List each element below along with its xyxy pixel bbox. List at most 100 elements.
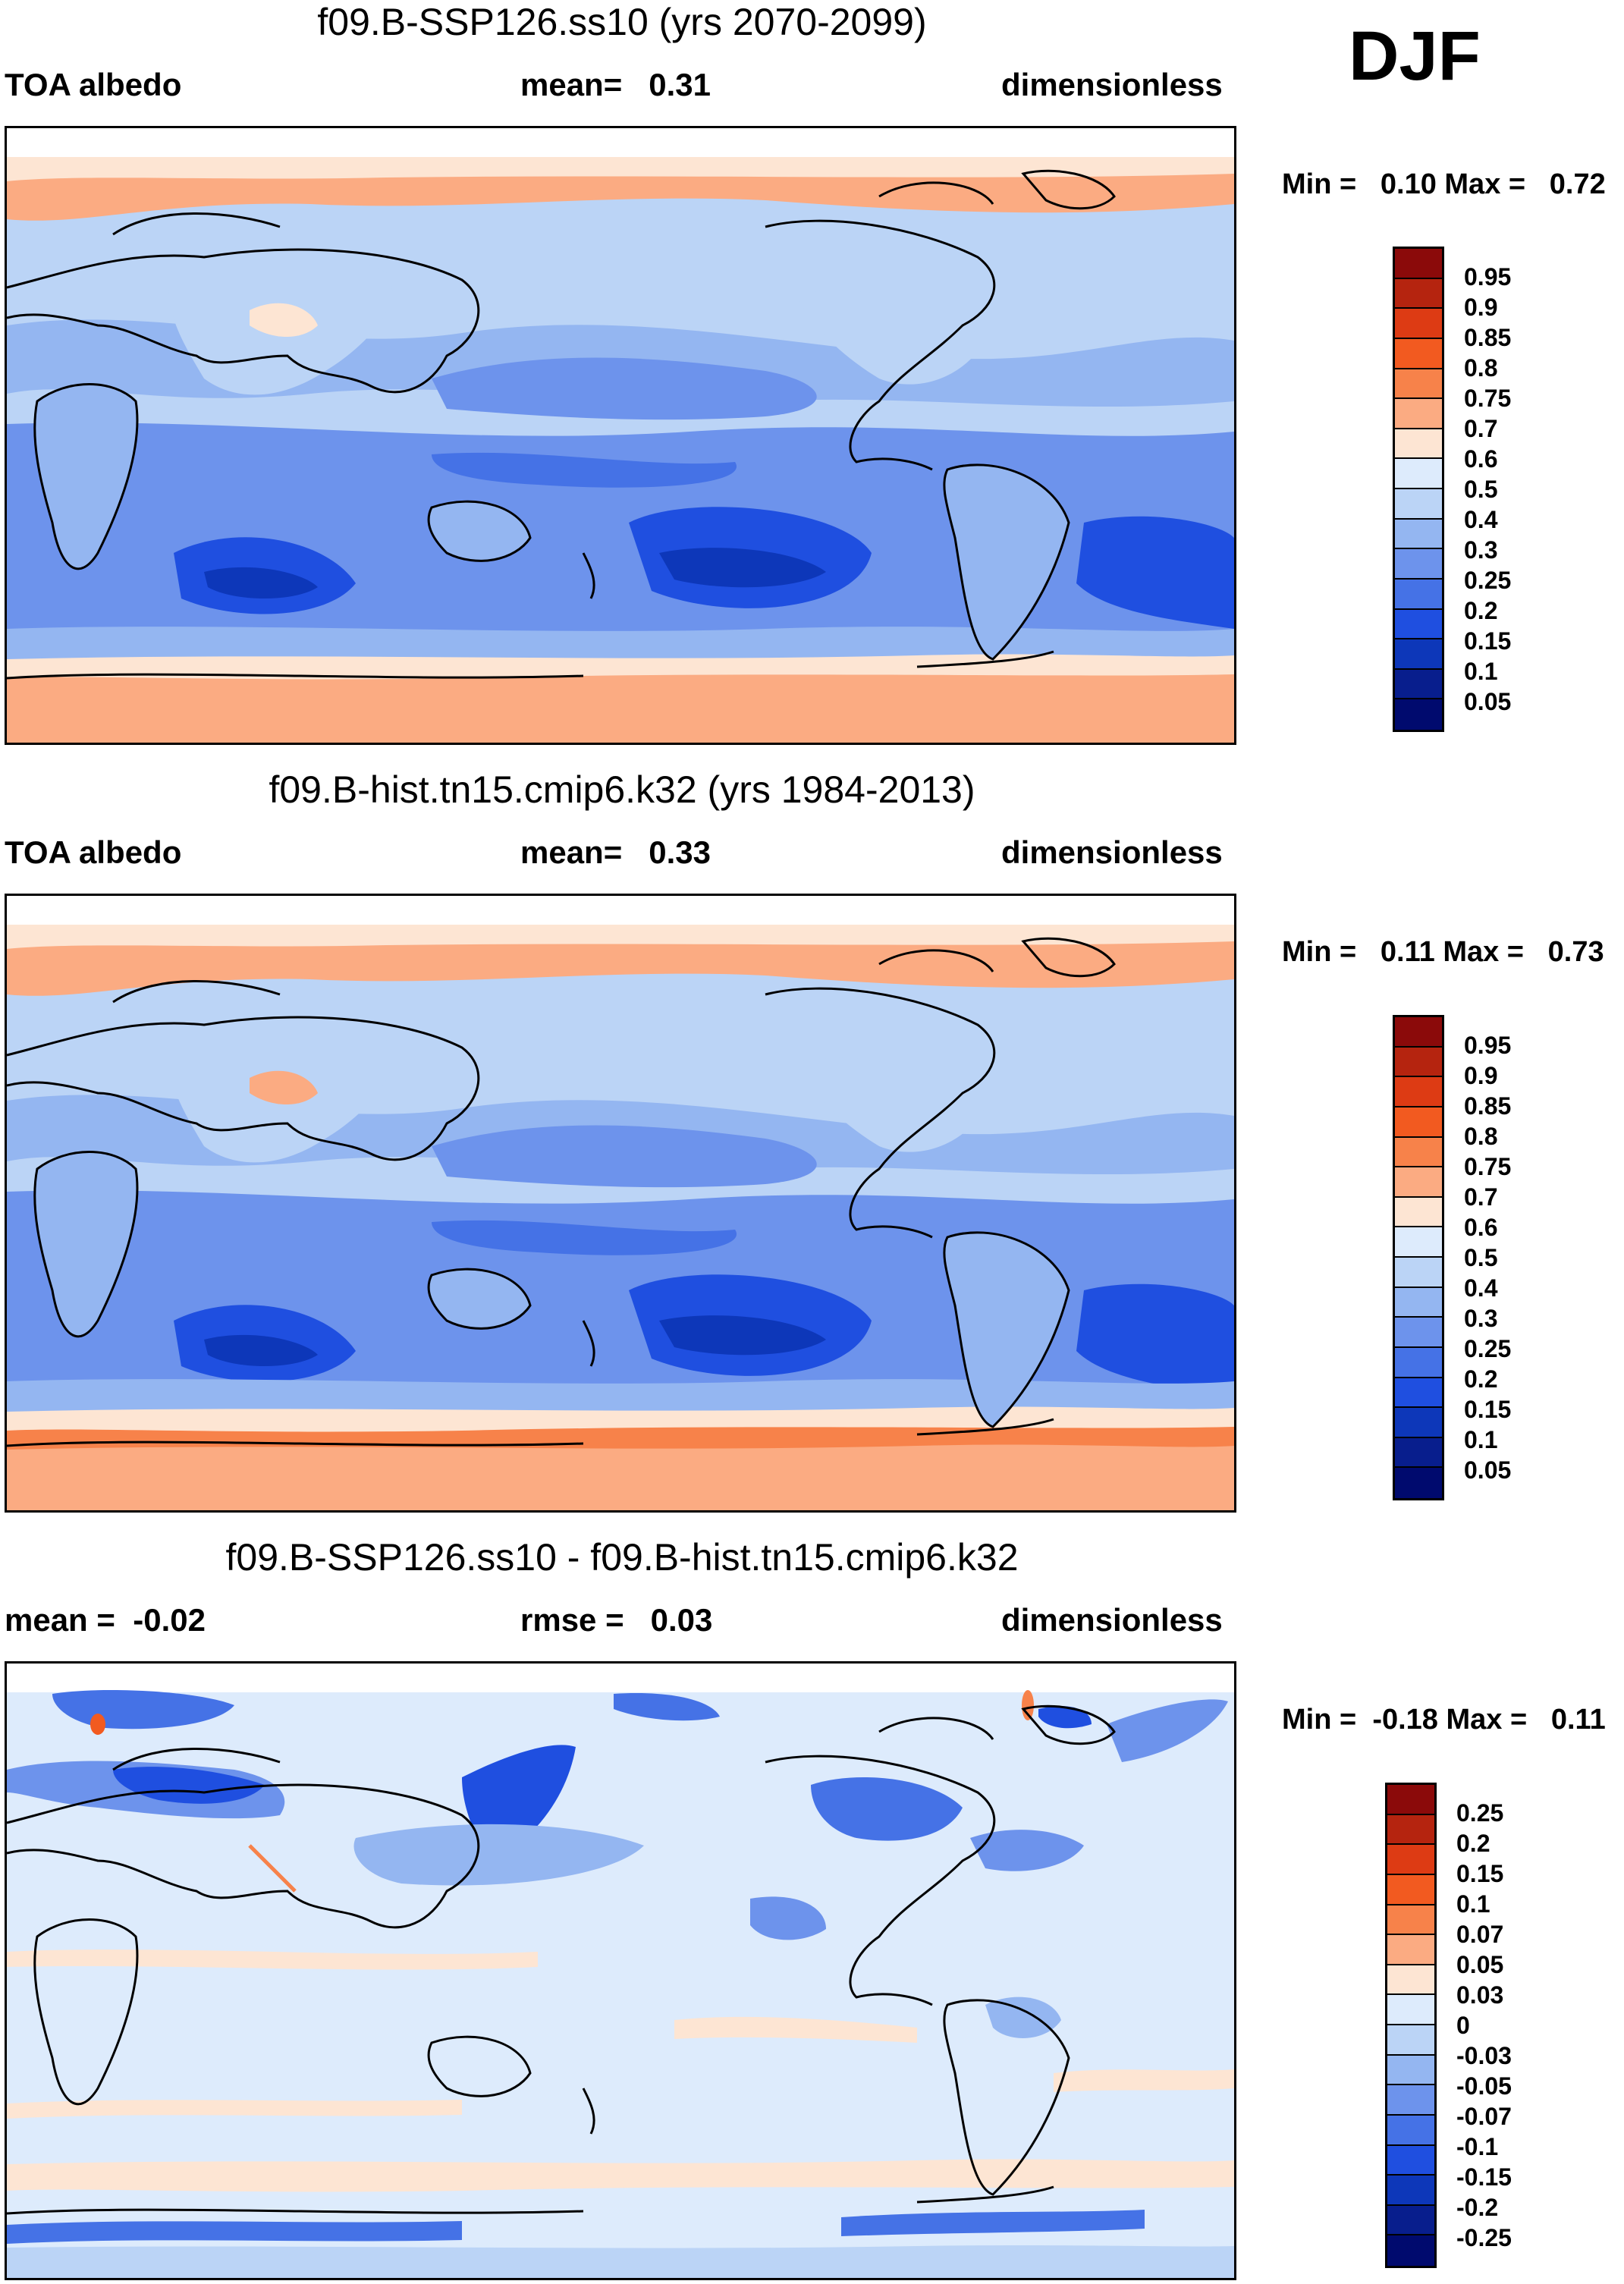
panel2-units-label: dimensionless [1001,834,1223,870]
panel3-map-canvas [7,1664,1234,2278]
colorbar-segment [1387,1995,1434,2025]
colorbar-segment [1395,549,1442,580]
colorbar-tick-label: 0.2 [1464,597,1498,624]
colorbar-segment [1387,1935,1434,1965]
colorbar-segment [1387,2145,1434,2176]
panel1-min-value: 0.10 [1380,168,1437,200]
colorbar-segment [1395,489,1442,520]
panel1-mean-stat: mean= 0.31 [520,67,711,103]
season-label: DJF [1349,17,1481,95]
panel3-min-label: Min = [1282,1704,1357,1736]
colorbar-tick-label: 0.95 [1464,1032,1512,1059]
colorbar-tick-label: 0.15 [1456,1860,1504,1887]
colorbar-tick-label: 0.03 [1456,1981,1504,2009]
colorbar-segment [1395,1167,1442,1198]
colorbar-segment [1395,1077,1442,1107]
colorbar-tick-label: 0.4 [1464,506,1498,533]
colorbar-segment [1395,639,1442,670]
panel2-map [5,894,1236,1513]
colorbar-segment [1387,1874,1434,1905]
colorbar-tick-label: 0.07 [1456,1921,1504,1948]
colorbar-segment [1395,1468,1442,1498]
panel1-mean-label: mean= [520,67,623,102]
panel1-colorbar-labels: 0.95 0.9 0.85 0.8 0.75 0.7 0.6 0.5 0.4 0.3 0.25 0.2… [1464,247,1570,732]
colorbar-tick-label: 0.3 [1464,1305,1498,1332]
colorbar-tick-label: 0.85 [1464,1092,1512,1120]
panel2-max-label: Max = [1443,936,1524,968]
colorbar-tick-label: 0 [1456,2012,1470,2039]
panel1-max-label: Max = [1444,168,1526,200]
colorbar-tick-label: -0.15 [1456,2163,1512,2191]
panel3-rmse-stat: rmse = 0.03 [520,1602,712,1638]
colorbar-segment [1395,699,1442,730]
colorbar-tick-label: -0.05 [1456,2072,1512,2100]
panel2-colorbar [1393,1015,1444,1500]
colorbar-segment [1395,519,1442,550]
panel3-minmax: Min = -0.18 Max = 0.11 [1282,1704,1606,1736]
colorbar-segment [1387,1814,1434,1846]
panel3-mean-stat: mean = -0.02 [5,1602,206,1638]
colorbar-tick-label: 0.6 [1464,1214,1498,1241]
colorbar-segment [1387,1785,1434,1815]
colorbar-segment [1395,1258,1442,1288]
panel3-max-value: 0.11 [1550,1704,1606,1736]
colorbar-tick-label: 0.15 [1464,627,1512,655]
colorbar-segment [1387,2085,1434,2116]
colorbar-segment [1395,1227,1442,1258]
colorbar-tick-label: 0.9 [1464,294,1498,321]
colorbar-segment [1395,369,1442,400]
colorbar-segment [1395,399,1442,429]
panel3-mean-value: -0.02 [133,1602,206,1638]
colorbar-segment [1387,1845,1434,1875]
panel3-max-label: Max = [1446,1704,1528,1736]
colorbar-segment [1395,249,1442,279]
panel1-units-label: dimensionless [1001,67,1223,102]
panel2-mean-label: mean= [520,834,623,870]
colorbar-tick-label: 0.05 [1464,1456,1512,1484]
colorbar-tick-label: 0.2 [1464,1365,1498,1393]
colorbar-segment [1395,278,1442,309]
panel3-rmse-value: 0.03 [650,1602,713,1638]
colorbar-segment [1395,1017,1442,1048]
panel3-colorbar [1385,1783,1437,2268]
colorbar-tick-label: 0.8 [1464,354,1498,382]
colorbar-segment [1387,2205,1434,2236]
colorbar-tick-label: 0.15 [1464,1396,1512,1423]
colorbar-tick-label: 0.25 [1456,1799,1504,1827]
colorbar-segment [1395,1287,1442,1318]
panel1-max-value: 0.72 [1549,168,1606,200]
panel2-mean-stat: mean= 0.33 [520,834,711,871]
colorbar-segment [1387,2235,1434,2266]
panel3-map [5,1661,1236,2280]
colorbar-tick-label: -0.2 [1456,2194,1499,2221]
panel2-variable-label: TOA albedo [5,834,182,870]
colorbar-segment [1395,669,1442,700]
colorbar-segment [1395,459,1442,489]
colorbar-tick-label: 0.9 [1464,1062,1498,1089]
colorbar-segment [1395,1047,1442,1078]
panel2-min-value: 0.11 [1380,936,1435,968]
colorbar-segment [1387,1905,1434,1936]
panel3-units-label: dimensionless [1001,1602,1223,1638]
colorbar-tick-label: 0.7 [1464,415,1498,442]
panel1-variable-label: TOA albedo [5,67,182,102]
colorbar-segment [1387,2176,1434,2206]
panel2-minmax: Min = 0.11 Max = 0.73 [1282,936,1604,969]
colorbar-tick-label: 0.7 [1464,1183,1498,1211]
colorbar-tick-label: 0.5 [1464,1244,1498,1271]
colorbar-tick-label: 0.1 [1456,1890,1490,1918]
colorbar-segment [1395,579,1442,610]
colorbar-segment [1395,1197,1442,1228]
colorbar-segment [1387,2055,1434,2086]
panel2-map-canvas [7,896,1234,1510]
colorbar-segment [1395,1107,1442,1138]
panel3-rmse-label: rmse = [520,1602,624,1638]
colorbar-segment [1387,2025,1434,2056]
colorbar-segment [1395,309,1442,339]
panel3-min-value: -0.18 [1372,1704,1438,1736]
colorbar-tick-label: -0.25 [1456,2224,1512,2251]
colorbar-tick-label: 0.5 [1464,476,1498,503]
colorbar-tick-label: 0.2 [1456,1830,1490,1857]
colorbar-tick-label: 0.75 [1464,385,1512,412]
panel2-colorbar-labels: 0.95 0.9 0.85 0.8 0.75 0.7 0.6 0.5 0.4 0.3 0.25 0.2… [1464,1015,1570,1500]
